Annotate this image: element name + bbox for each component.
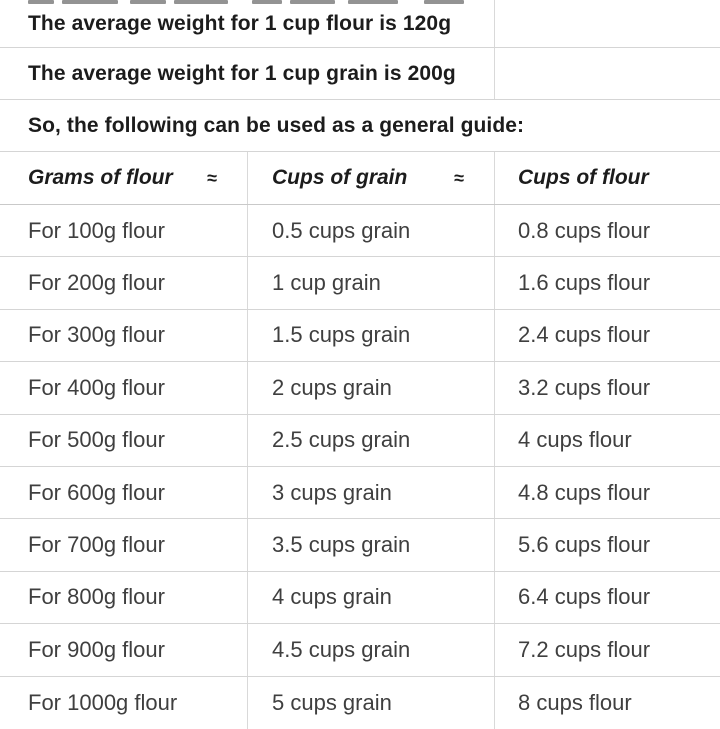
cell-text: 1.6 cups flour xyxy=(518,270,651,296)
approx-symbol: ≈ xyxy=(207,167,217,188)
intro-empty-cell xyxy=(495,0,720,47)
cell-grams: For 400g flour xyxy=(0,362,248,414)
cell-text: 2.4 cups flour xyxy=(518,322,651,348)
cell-cups-grain: 5 cups grain xyxy=(248,676,495,729)
table-row: For 600g flour 3 cups grain 4.8 cups flo… xyxy=(0,466,720,520)
guide-text: So, the following can be used as a gener… xyxy=(28,113,525,137)
artifact-dash xyxy=(62,0,118,4)
cell-text: 2.5 cups grain xyxy=(272,427,411,453)
cell-text: For 500g flour xyxy=(28,427,165,453)
cell-text: For 200g flour xyxy=(28,270,165,296)
cell-text: 4 cups flour xyxy=(518,427,632,453)
cell-cups-flour: 6.4 cups flour xyxy=(495,572,720,623)
intro-statement-grain: The average weight for 1 cup grain is 20… xyxy=(28,61,456,85)
cell-cups-grain: 0.5 cups grain xyxy=(248,205,495,257)
cell-text: For 900g flour xyxy=(28,636,165,662)
cell-text: For 100g flour xyxy=(28,217,165,243)
cell-text: For 400g flour xyxy=(28,374,165,400)
header-label: Grams of flour xyxy=(28,166,173,189)
approx-symbol: ≈ xyxy=(454,167,464,188)
table-row: For 500g flour 2.5 cups grain 4 cups flo… xyxy=(0,414,720,467)
cell-grams: For 500g flour xyxy=(0,414,248,466)
cell-text: 0.8 cups flour xyxy=(518,217,651,243)
artifact-dash xyxy=(130,0,166,4)
cell-grams: For 700g flour xyxy=(0,519,248,571)
table-row: For 300g flour 1.5 cups grain 2.4 cups f… xyxy=(0,309,720,363)
header-cell-cups-of-flour: Cups of flour xyxy=(495,152,720,204)
intro-row-flour: The average weight for 1 cup flour is 12… xyxy=(0,0,720,48)
cell-cups-flour: 3.2 cups flour xyxy=(495,362,720,413)
artifact-dash xyxy=(424,0,464,4)
header-label: Cups of flour xyxy=(518,166,649,189)
cell-text: 4.8 cups flour xyxy=(518,479,651,505)
cell-text: For 800g flour xyxy=(28,584,165,610)
intro-empty-cell xyxy=(495,48,720,99)
cell-text: For 700g flour xyxy=(28,532,165,558)
cell-text: 4.5 cups grain xyxy=(272,636,411,662)
cell-grams: For 100g flour xyxy=(0,205,248,257)
intro-row-grain: The average weight for 1 cup grain is 20… xyxy=(0,48,720,100)
cell-cups-grain: 3.5 cups grain xyxy=(248,519,495,571)
cell-cups-grain: 4 cups grain xyxy=(248,571,495,624)
table-row: For 100g flour 0.5 cups grain 0.8 cups f… xyxy=(0,205,720,258)
cell-cups-flour: 0.8 cups flour xyxy=(495,205,720,256)
artifact-dash xyxy=(252,0,282,4)
cell-cups-flour: 4.8 cups flour xyxy=(495,467,720,518)
cell-text: 1.5 cups grain xyxy=(272,322,411,348)
cell-text: 5.6 cups flour xyxy=(518,532,651,558)
cell-grams: For 800g flour xyxy=(0,571,248,624)
cell-text: 3 cups grain xyxy=(272,479,392,505)
cell-text: For 300g flour xyxy=(28,322,165,348)
cell-text: 3.2 cups flour xyxy=(518,374,651,400)
cell-text: 5 cups grain xyxy=(272,689,392,715)
intro-statement-flour: The average weight for 1 cup flour is 12… xyxy=(28,11,452,35)
table-row: For 1000g flour 5 cups grain 8 cups flou… xyxy=(0,676,720,729)
cell-text: 7.2 cups flour xyxy=(518,636,651,662)
cell-cups-flour: 1.6 cups flour xyxy=(495,257,720,308)
table-row: For 900g flour 4.5 cups grain 7.2 cups f… xyxy=(0,624,720,677)
artifact-dash xyxy=(28,0,54,4)
intro-cell-flour: The average weight for 1 cup flour is 12… xyxy=(0,0,495,47)
cell-cups-grain: 2.5 cups grain xyxy=(248,414,495,466)
cell-cups-flour: 5.6 cups flour xyxy=(495,519,720,570)
cell-grams: For 600g flour xyxy=(0,466,248,519)
header-cell-cups-of-grain: Cups of grain ≈ xyxy=(248,152,495,204)
table-row: For 200g flour 1 cup grain 1.6 cups flou… xyxy=(0,257,720,310)
guide-row: So, the following can be used as a gener… xyxy=(0,100,720,152)
header-label: Cups of grain xyxy=(272,166,408,189)
cell-cups-grain: 1.5 cups grain xyxy=(248,309,495,362)
cell-cups-grain: 2 cups grain xyxy=(248,362,495,414)
cell-cups-flour: 2.4 cups flour xyxy=(495,310,720,361)
artifact-dash xyxy=(348,0,398,4)
cell-grams: For 300g flour xyxy=(0,309,248,362)
cell-text: 1 cup grain xyxy=(272,270,381,296)
cell-cups-grain: 1 cup grain xyxy=(248,257,495,309)
cell-grams: For 900g flour xyxy=(0,624,248,676)
header-cell-grams-of-flour: Grams of flour ≈ xyxy=(0,152,248,204)
cell-cups-grain: 4.5 cups grain xyxy=(248,624,495,676)
table-header-row: Grams of flour ≈ Cups of grain ≈ Cups of… xyxy=(0,152,720,205)
table-row: For 700g flour 3.5 cups grain 5.6 cups f… xyxy=(0,519,720,572)
cell-cups-flour: 7.2 cups flour xyxy=(495,624,720,675)
cell-cups-flour: 8 cups flour xyxy=(495,677,720,729)
cell-text: For 1000g flour xyxy=(28,689,178,715)
cell-text: For 600g flour xyxy=(28,479,165,505)
cell-text: 4 cups grain xyxy=(272,584,392,610)
cell-text: 2 cups grain xyxy=(272,374,392,400)
cell-text: 6.4 cups flour xyxy=(518,584,651,610)
cell-grams: For 200g flour xyxy=(0,257,248,309)
cropped-row-artifact xyxy=(0,0,720,5)
cell-cups-grain: 3 cups grain xyxy=(248,466,495,519)
cell-text: 3.5 cups grain xyxy=(272,532,411,558)
artifact-dash xyxy=(174,0,228,4)
cell-grams: For 1000g flour xyxy=(0,676,248,729)
cell-text: 8 cups flour xyxy=(518,689,632,715)
table-row: For 800g flour 4 cups grain 6.4 cups flo… xyxy=(0,571,720,625)
intro-cell-grain: The average weight for 1 cup grain is 20… xyxy=(0,48,495,99)
table-row: For 400g flour 2 cups grain 3.2 cups flo… xyxy=(0,362,720,415)
artifact-dash xyxy=(290,0,335,4)
cell-text: 0.5 cups grain xyxy=(272,217,411,243)
cell-cups-flour: 4 cups flour xyxy=(495,415,720,466)
